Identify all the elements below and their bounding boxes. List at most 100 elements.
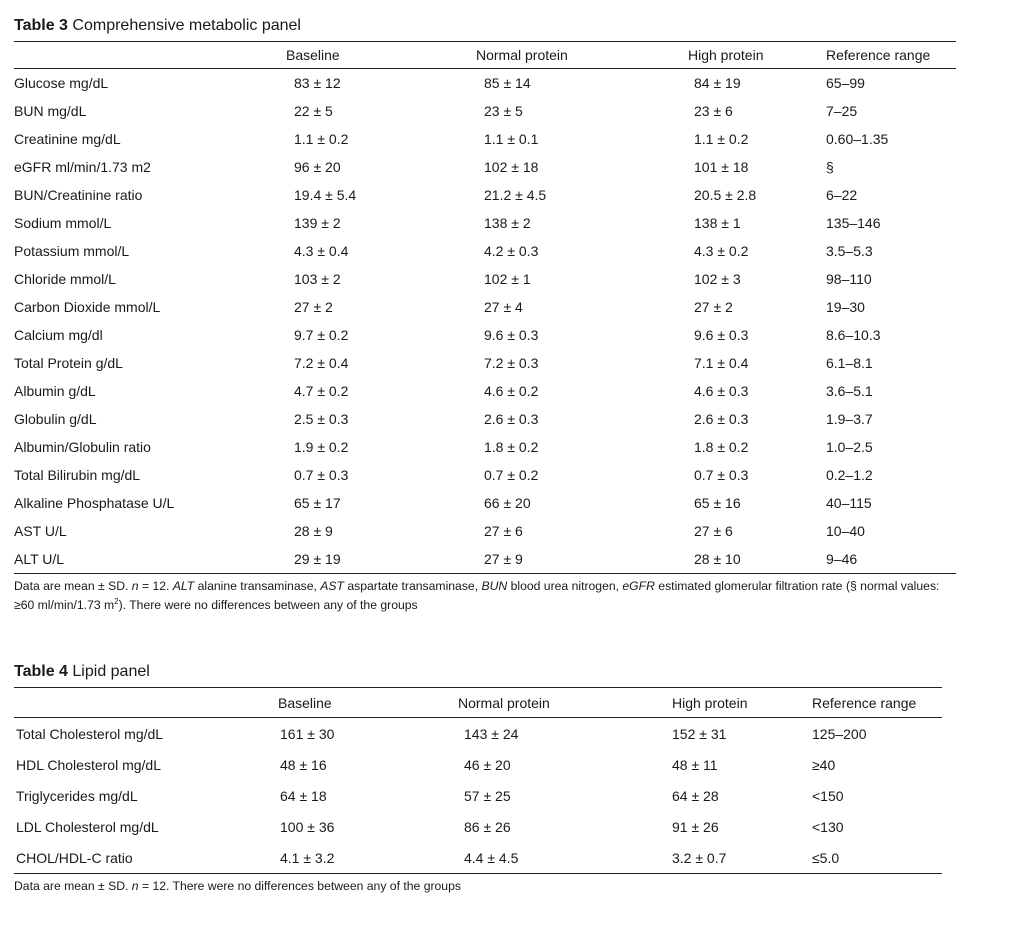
value-cell: §	[826, 159, 834, 175]
value-cell: 98–110	[826, 271, 872, 287]
header-cell: Reference range	[812, 694, 917, 711]
table-row: Globulin g/dL 2.5 ± 0.3 2.6 ± 0.3 2.6 ± 0.3…	[14, 405, 956, 433]
table-row: Total Cholesterol mg/dL 161 ± 30 143 ± 24 1…	[14, 718, 942, 750]
value-cell: 8.6–10.3	[826, 327, 881, 343]
header-cell: High protein	[672, 694, 748, 711]
footnote-superscript: 2	[114, 597, 119, 606]
footnote-abbr-alt: ALT	[172, 579, 195, 593]
value-cell: 46 ± 20	[464, 756, 511, 773]
value-cell: 48 ± 11	[672, 756, 718, 773]
value-cell: 102 ± 3	[694, 271, 741, 287]
value-cell: 65 ± 16	[694, 495, 741, 511]
table-row: ALT U/L 29 ± 19 27 ± 9 28 ± 10 9–46	[14, 545, 956, 574]
footnote-abbr-bun: BUN	[481, 579, 508, 593]
row-label-cell: Glucose mg/dL	[14, 75, 109, 91]
table-3-title: Comprehensive metabolic panel	[72, 17, 301, 34]
value-cell: 28 ± 10	[694, 551, 741, 567]
value-cell: 9–46	[826, 551, 858, 567]
value-cell: 0.7 ± 0.3	[694, 467, 749, 483]
table-3-header-row: Baseline Normal protein High protein Refere…	[14, 41, 956, 69]
row-label-cell: LDL Cholesterol mg/dL	[16, 818, 159, 835]
value-cell: 9.7 ± 0.2	[294, 327, 349, 343]
row-label-cell: Chloride mmol/L	[14, 271, 116, 287]
value-cell: 1.1 ± 0.2	[694, 131, 749, 147]
header-cell: Normal protein	[458, 694, 550, 711]
table-row: Chloride mmol/L 103 ± 2 102 ± 1 102 ± 3 98–1…	[14, 265, 956, 293]
value-cell: 65–99	[826, 75, 865, 91]
value-cell: 20.5 ± 2.8	[694, 187, 757, 203]
footnote-suffix: ). There were no differences between any…	[118, 598, 418, 613]
value-cell: 86 ± 26	[464, 818, 511, 835]
value-cell: 2.6 ± 0.3	[694, 411, 749, 427]
row-label-cell: BUN/Creatinine ratio	[14, 187, 143, 203]
value-cell: 3.6–5.1	[826, 383, 873, 399]
row-label-cell: HDL Cholesterol mg/dL	[16, 756, 161, 773]
table-row: Sodium mmol/L 139 ± 2 138 ± 2 138 ± 1 135–14…	[14, 209, 956, 237]
footnote-def-ast: aspartate transaminase,	[343, 579, 482, 593]
value-cell: 4.3 ± 0.4	[294, 243, 349, 259]
value-cell: 9.6 ± 0.3	[694, 327, 749, 343]
value-cell: 91 ± 26	[672, 818, 719, 835]
table-row: HDL Cholesterol mg/dL 48 ± 16 46 ± 20 48 ± …	[14, 749, 942, 780]
table-row: Creatinine mg/dL 1.1 ± 0.2 1.1 ± 0.1 1.1 ± …	[14, 125, 956, 153]
table-3-footnote: Data are mean ± SD. n = 12. ALT alanine …	[14, 578, 956, 613]
value-cell: 139 ± 2	[294, 215, 341, 231]
value-cell: 96 ± 20	[294, 159, 341, 175]
value-cell: 57 ± 25	[464, 787, 511, 804]
value-cell: 40–115	[826, 495, 872, 511]
value-cell: 135–146	[826, 215, 881, 231]
table-row: BUN/Creatinine ratio 19.4 ± 5.4 21.2 ± 4.5…	[14, 181, 956, 209]
value-cell: 100 ± 36	[280, 818, 335, 835]
row-label-cell: ALT U/L	[14, 551, 65, 567]
value-cell: 2.6 ± 0.3	[484, 411, 539, 427]
value-cell: 23 ± 6	[694, 103, 733, 119]
value-cell: 125–200	[812, 725, 867, 742]
value-cell: 102 ± 18	[484, 159, 539, 175]
table-4-caption: Table 4 Lipid panel	[14, 660, 942, 687]
table-row: CHOL/HDL-C ratio 4.1 ± 3.2 4.4 ± 4.5 3.2 ± …	[14, 842, 942, 874]
table-row: LDL Cholesterol mg/dL 100 ± 36 86 ± 26 91 ±…	[14, 811, 942, 842]
row-label-cell: Total Cholesterol mg/dL	[16, 725, 164, 742]
value-cell: 4.2 ± 0.3	[484, 243, 539, 259]
value-cell: 1.9–3.7	[826, 411, 873, 427]
row-label-cell: Globulin g/dL	[14, 411, 97, 427]
row-label-cell: BUN mg/dL	[14, 103, 87, 119]
table-row: AST U/L 28 ± 9 27 ± 6 27 ± 6 10–40	[14, 517, 956, 545]
value-cell: 22 ± 5	[294, 103, 333, 119]
table-4-label: Table 4	[14, 663, 68, 680]
row-label-cell: Albumin/Globulin ratio	[14, 439, 151, 455]
table-row: Albumin g/dL 4.7 ± 0.2 4.6 ± 0.2 4.6 ± 0.3 3…	[14, 377, 956, 405]
value-cell: 4.7 ± 0.2	[294, 383, 349, 399]
value-cell: 103 ± 2	[294, 271, 341, 287]
row-label-cell: AST U/L	[14, 523, 67, 539]
table-row: Calcium mg/dl 9.7 ± 0.2 9.6 ± 0.3 9.6 ± 0.3…	[14, 321, 956, 349]
row-label-cell: Total Protein g/dL	[14, 355, 123, 371]
table-4-header-row: Baseline Normal protein High protein Refere…	[14, 687, 942, 718]
value-cell: 7.1 ± 0.4	[694, 355, 749, 371]
value-cell: 83 ± 12	[294, 75, 341, 91]
footnote-def-alt: alanine transaminase,	[194, 579, 321, 593]
value-cell: 161 ± 30	[280, 725, 335, 742]
header-cell-blank	[14, 42, 286, 69]
metabolic-panel-table: Baseline Normal protein High protein Refere…	[14, 41, 956, 574]
value-cell: 1.9 ± 0.2	[294, 439, 349, 455]
value-cell: <130	[812, 818, 844, 835]
table-3-body: Glucose mg/dL 83 ± 12 85 ± 14 84 ± 19 65–99 B…	[14, 69, 956, 574]
footnote-abbr-egfr: eGFR	[622, 579, 655, 593]
table-row: Potassium mmol/L 4.3 ± 0.4 4.2 ± 0.3 4.3 ± …	[14, 237, 956, 265]
row-label-cell: Creatinine mg/dL	[14, 131, 121, 147]
value-cell: 6.1–8.1	[826, 355, 873, 371]
value-cell: 138 ± 2	[484, 215, 531, 231]
value-cell: 101 ± 18	[694, 159, 749, 175]
value-cell: ≥40	[812, 756, 836, 773]
value-cell: 6–22	[826, 187, 858, 203]
table-4-title: Lipid panel	[72, 663, 150, 680]
value-cell: 27 ± 2	[694, 299, 733, 315]
table-row: Total Bilirubin mg/dL 0.7 ± 0.3 0.7 ± 0.2 0…	[14, 461, 956, 489]
row-label-cell: Potassium mmol/L	[14, 243, 130, 259]
value-cell: 4.1 ± 3.2	[280, 849, 335, 866]
footnote-prefix: Data are mean ± SD.	[14, 879, 132, 893]
value-cell: 4.3 ± 0.2	[694, 243, 749, 259]
value-cell: 0.7 ± 0.3	[294, 467, 349, 483]
value-cell: 143 ± 24	[464, 725, 519, 742]
